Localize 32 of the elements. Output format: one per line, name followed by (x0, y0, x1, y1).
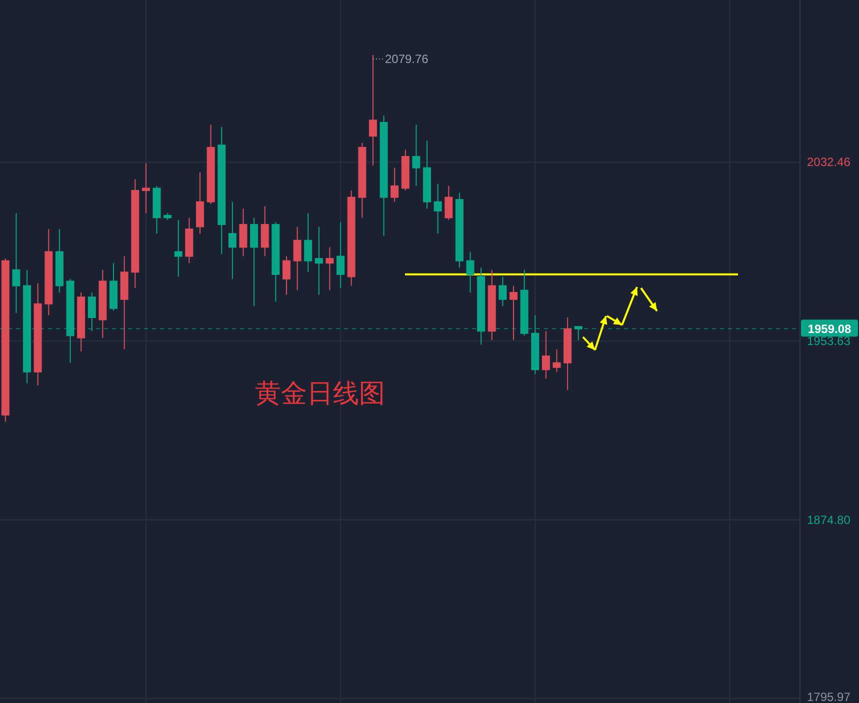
candlestick (510, 285, 518, 341)
candlestick (336, 222, 345, 289)
candlestick (326, 246, 334, 291)
candlestick (12, 212, 20, 314)
candlestick (574, 326, 582, 341)
candlestick (260, 206, 269, 257)
candlestick (466, 251, 474, 294)
candlestick (412, 124, 420, 186)
candlestick (444, 185, 453, 220)
candlestick (498, 276, 507, 307)
ref-line-label: 1959.08 (808, 322, 852, 336)
candlestick (282, 256, 290, 296)
annotation: 2079.76 (384, 52, 429, 66)
candlestick (142, 162, 150, 214)
candlestick (293, 226, 302, 291)
y-tick-label: 2032.46 (807, 155, 851, 170)
y-tick-label: 1874.80 (807, 512, 851, 527)
candlestick (239, 208, 248, 257)
candlestick (390, 167, 399, 202)
text: 黄金日线图 (255, 378, 385, 408)
candlestick (304, 212, 312, 273)
candlestick (368, 54, 377, 166)
candlestick (174, 219, 182, 278)
candlestick (88, 292, 96, 332)
candlestick (542, 330, 550, 380)
candlestick (314, 226, 323, 296)
candlestick (552, 348, 561, 372)
y-tick-label: 1953.63 (807, 334, 851, 348)
candlestick (250, 217, 258, 307)
candlestick (228, 201, 236, 280)
y-tick-label: 1795.97 (807, 690, 851, 703)
candlestick (434, 183, 442, 234)
